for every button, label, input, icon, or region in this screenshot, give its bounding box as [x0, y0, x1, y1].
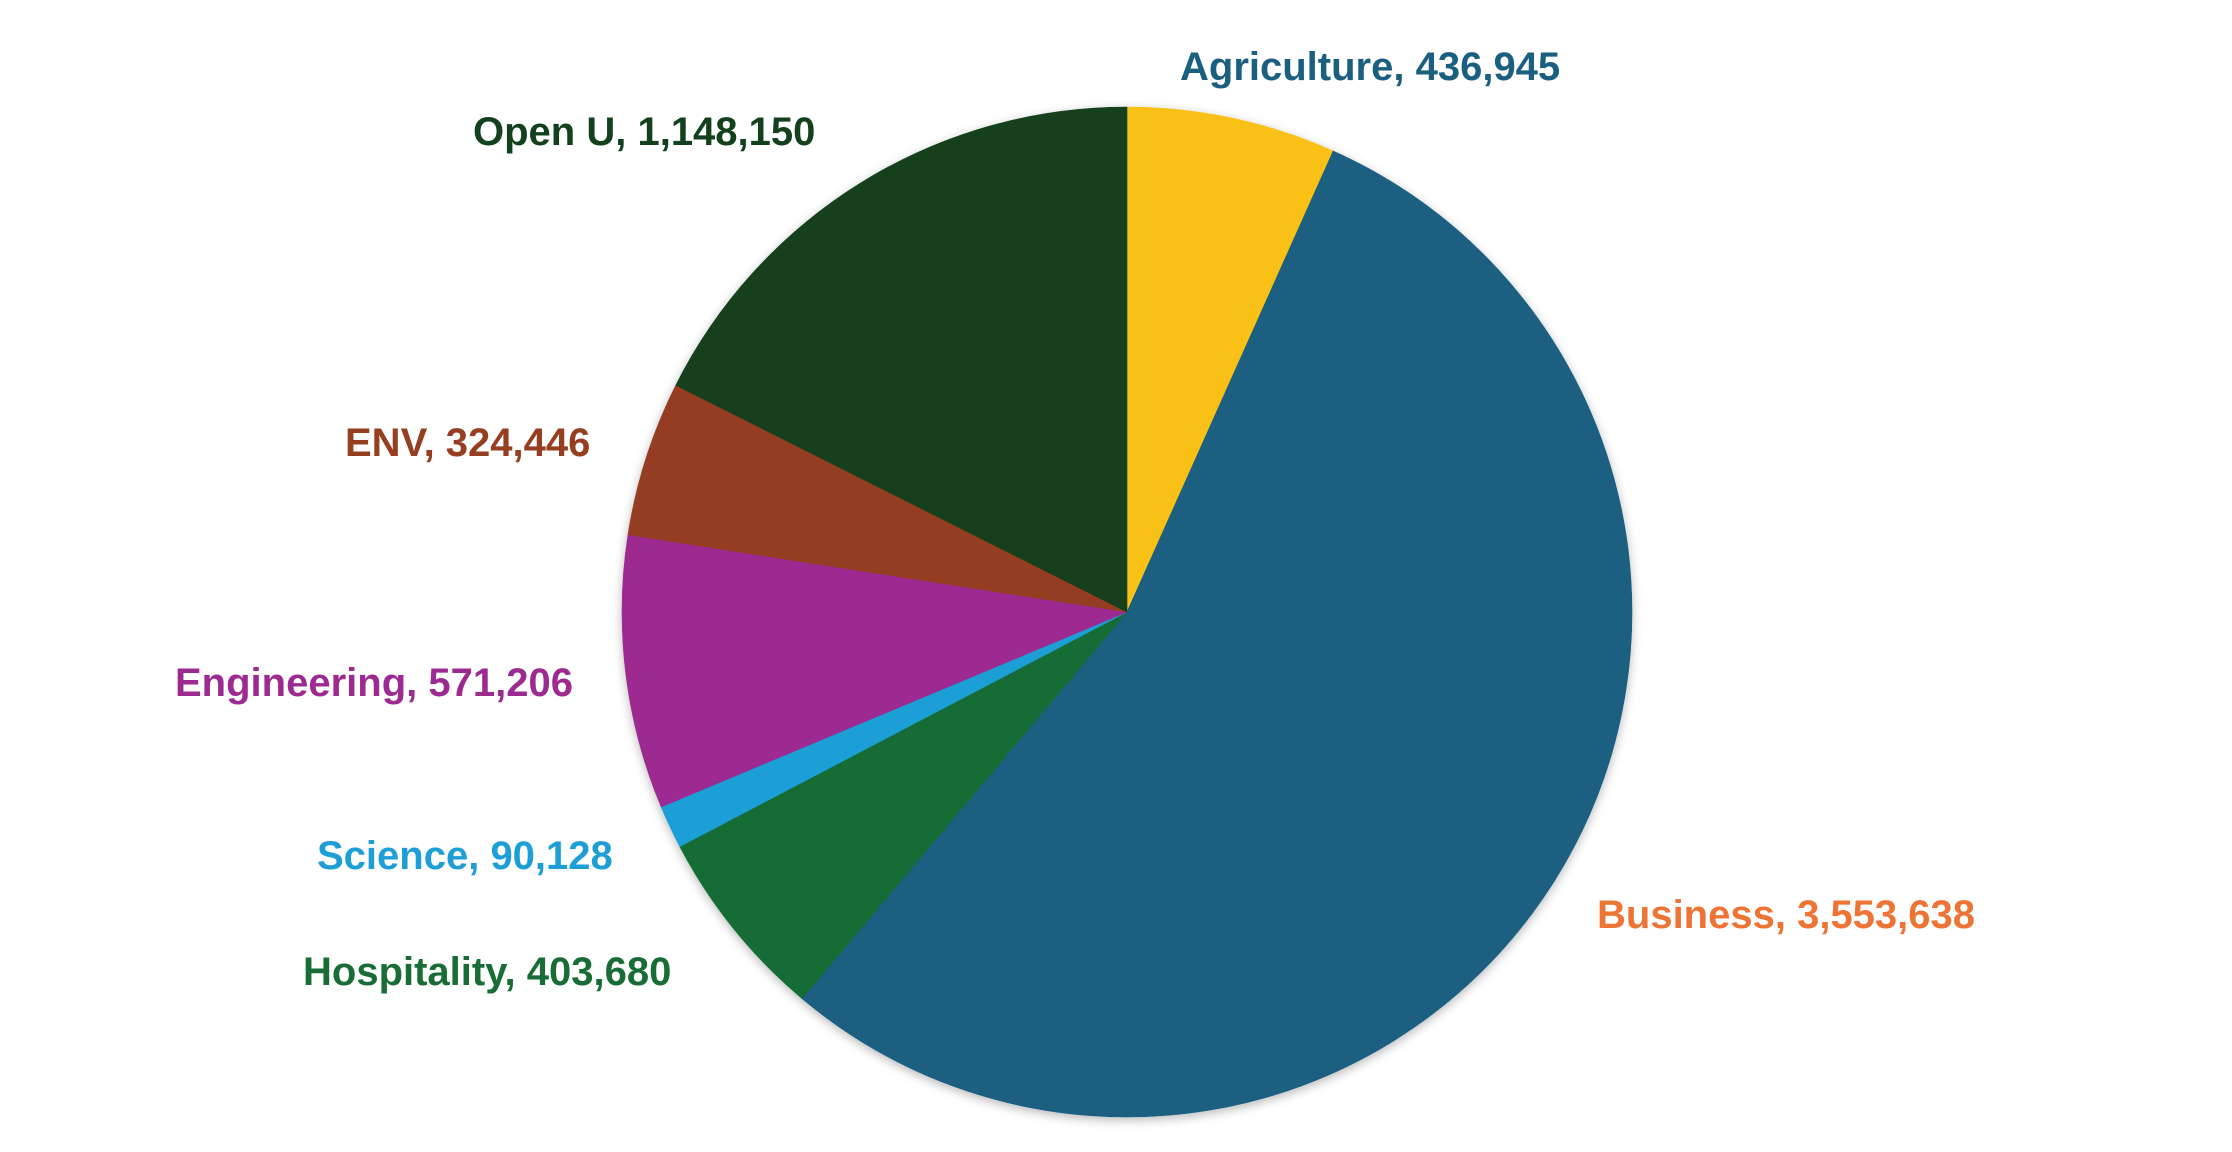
- data-label-open-u: Open U, 1,148,150: [473, 110, 815, 154]
- data-label-agriculture: Agriculture, 436,945: [1180, 45, 1560, 89]
- pie-slice-business: [801, 150, 1633, 1118]
- data-label-business: Business, 3,553,638: [1597, 893, 1975, 937]
- pie-slice-hospitality: [679, 611, 1128, 999]
- data-label-hospitality: Hospitality, 403,680: [303, 950, 671, 994]
- pie-slice-engineering: [621, 534, 1129, 808]
- pie-slice-open-u: [675, 106, 1128, 613]
- pie-slice-env: [627, 384, 1128, 613]
- data-label-science: Science, 90,128: [317, 834, 613, 878]
- pie-slice-agriculture: [1126, 106, 1334, 613]
- data-label-engineering: Engineering, 571,206: [175, 661, 573, 705]
- data-label-env: ENV, 324,446: [345, 421, 590, 465]
